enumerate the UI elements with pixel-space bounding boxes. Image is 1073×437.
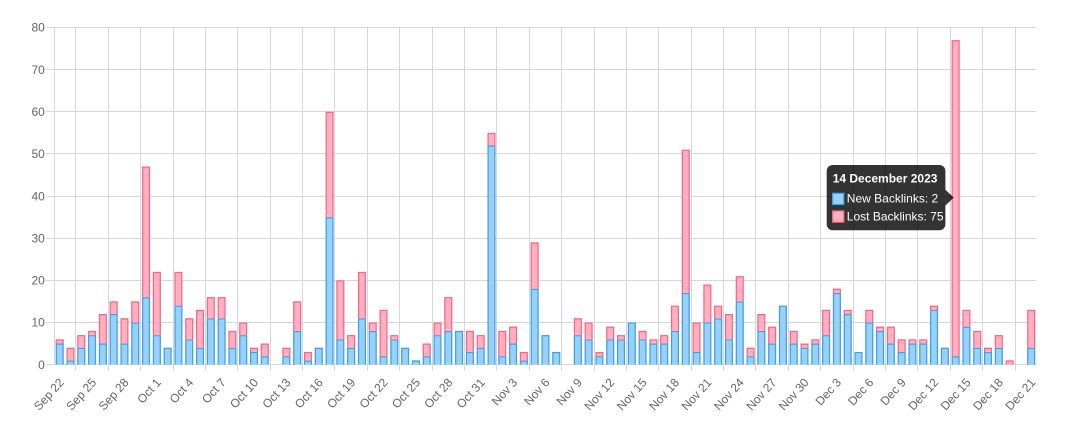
svg-text:10: 10 <box>31 316 45 330</box>
svg-text:14 December 2023: 14 December 2023 <box>833 171 938 185</box>
svg-text:New Backlinks: 2: New Backlinks: 2 <box>847 192 939 206</box>
svg-text:30: 30 <box>31 231 45 245</box>
svg-text:80: 80 <box>31 21 45 35</box>
svg-text:70: 70 <box>31 63 45 77</box>
svg-text:Lost Backlinks: 75: Lost Backlinks: 75 <box>847 209 944 223</box>
svg-text:40: 40 <box>31 189 45 203</box>
svg-text:20: 20 <box>31 274 45 288</box>
svg-text:60: 60 <box>31 105 45 119</box>
svg-text:50: 50 <box>31 147 45 161</box>
svg-text:0: 0 <box>38 358 45 372</box>
